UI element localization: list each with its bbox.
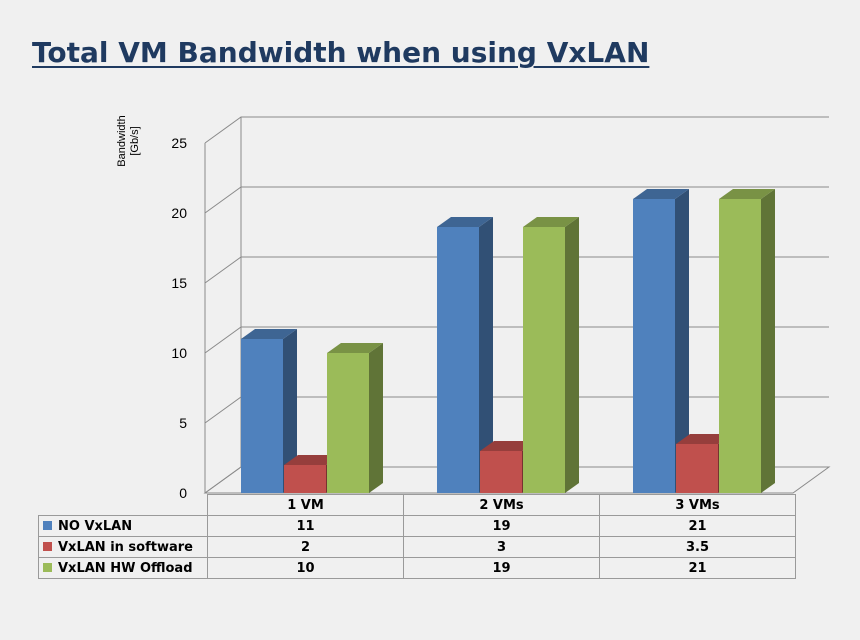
series-name: NO VxLAN [58, 518, 133, 534]
bar-no-vxlan [437, 217, 493, 493]
data-table-header-row: 1 VM 2 VMs 3 VMs [38, 494, 796, 516]
bar-side [761, 189, 775, 493]
data-label: 3 [403, 536, 600, 558]
bar-side [565, 217, 579, 493]
bar-top [676, 434, 732, 444]
legend-entry: NO VxLAN [38, 515, 208, 537]
legend-swatch-blue [43, 520, 52, 530]
data-label: 21 [599, 515, 796, 537]
bar-side [479, 217, 493, 493]
category-label: 3 VMs [599, 494, 796, 516]
bar-top [437, 217, 493, 227]
data-label: 19 [403, 557, 600, 579]
y-tick-label: 5 [179, 415, 187, 431]
bar-front [284, 465, 326, 493]
bar-front [523, 227, 565, 493]
legend-entry: VxLAN HW Offload [38, 557, 208, 579]
y-tick-label: 0 [179, 485, 187, 500]
bar-chart: 0 5 10 15 20 25 [171, 116, 831, 500]
bar-front [633, 199, 675, 493]
bar-front [437, 227, 479, 493]
bar-top [241, 329, 297, 339]
data-label: 19 [403, 515, 600, 537]
bar-vxlan-hw-offload [523, 217, 579, 493]
legend-swatch-green [43, 562, 52, 572]
bar-vxlan-hw-offload [327, 343, 383, 493]
chart-title: Total VM Bandwidth when using VxLAN [32, 36, 650, 69]
bar-front [480, 451, 522, 493]
data-table-row: VxLAN HW Offload 10 19 21 [38, 557, 796, 579]
y-tick-label: 15 [171, 275, 187, 291]
y-tick-label: 25 [171, 135, 187, 151]
y-tick-label: 20 [171, 205, 187, 221]
bar-no-vxlan [241, 329, 297, 493]
data-table-row: NO VxLAN 11 19 21 [38, 515, 796, 537]
bar-top [719, 189, 775, 199]
series-name: VxLAN in software [58, 539, 193, 555]
legend-entry: VxLAN in software [38, 536, 208, 558]
data-table-row: VxLAN in software 2 3 3.5 [38, 536, 796, 558]
bar-front [327, 353, 369, 493]
bar-side [675, 189, 689, 493]
bar-top [480, 441, 536, 451]
series-name: VxLAN HW Offload [58, 560, 193, 576]
category-label: 2 VMs [403, 494, 600, 516]
bar-vxlan-hw-offload [719, 189, 775, 493]
bar-side [283, 329, 297, 493]
bar-top [284, 455, 340, 465]
bar-no-vxlan [633, 189, 689, 493]
data-label: 11 [207, 515, 404, 537]
bar-top [523, 217, 579, 227]
legend-swatch-red [43, 541, 52, 551]
bar-side [369, 343, 383, 493]
data-table: 1 VM 2 VMs 3 VMs NO VxLAN 11 19 21 VxLAN… [38, 494, 796, 579]
data-label: 2 [207, 536, 404, 558]
data-label: 10 [207, 557, 404, 579]
bar-front [719, 199, 761, 493]
bar-front [241, 339, 283, 493]
bar-front [676, 444, 718, 493]
data-label: 21 [599, 557, 796, 579]
bar-top [327, 343, 383, 353]
data-table-corner [38, 494, 208, 516]
bar-top [633, 189, 689, 199]
data-label: 3.5 [599, 536, 796, 558]
category-label: 1 VM [207, 494, 404, 516]
floor [203, 466, 831, 494]
y-tick-label: 10 [171, 345, 187, 361]
